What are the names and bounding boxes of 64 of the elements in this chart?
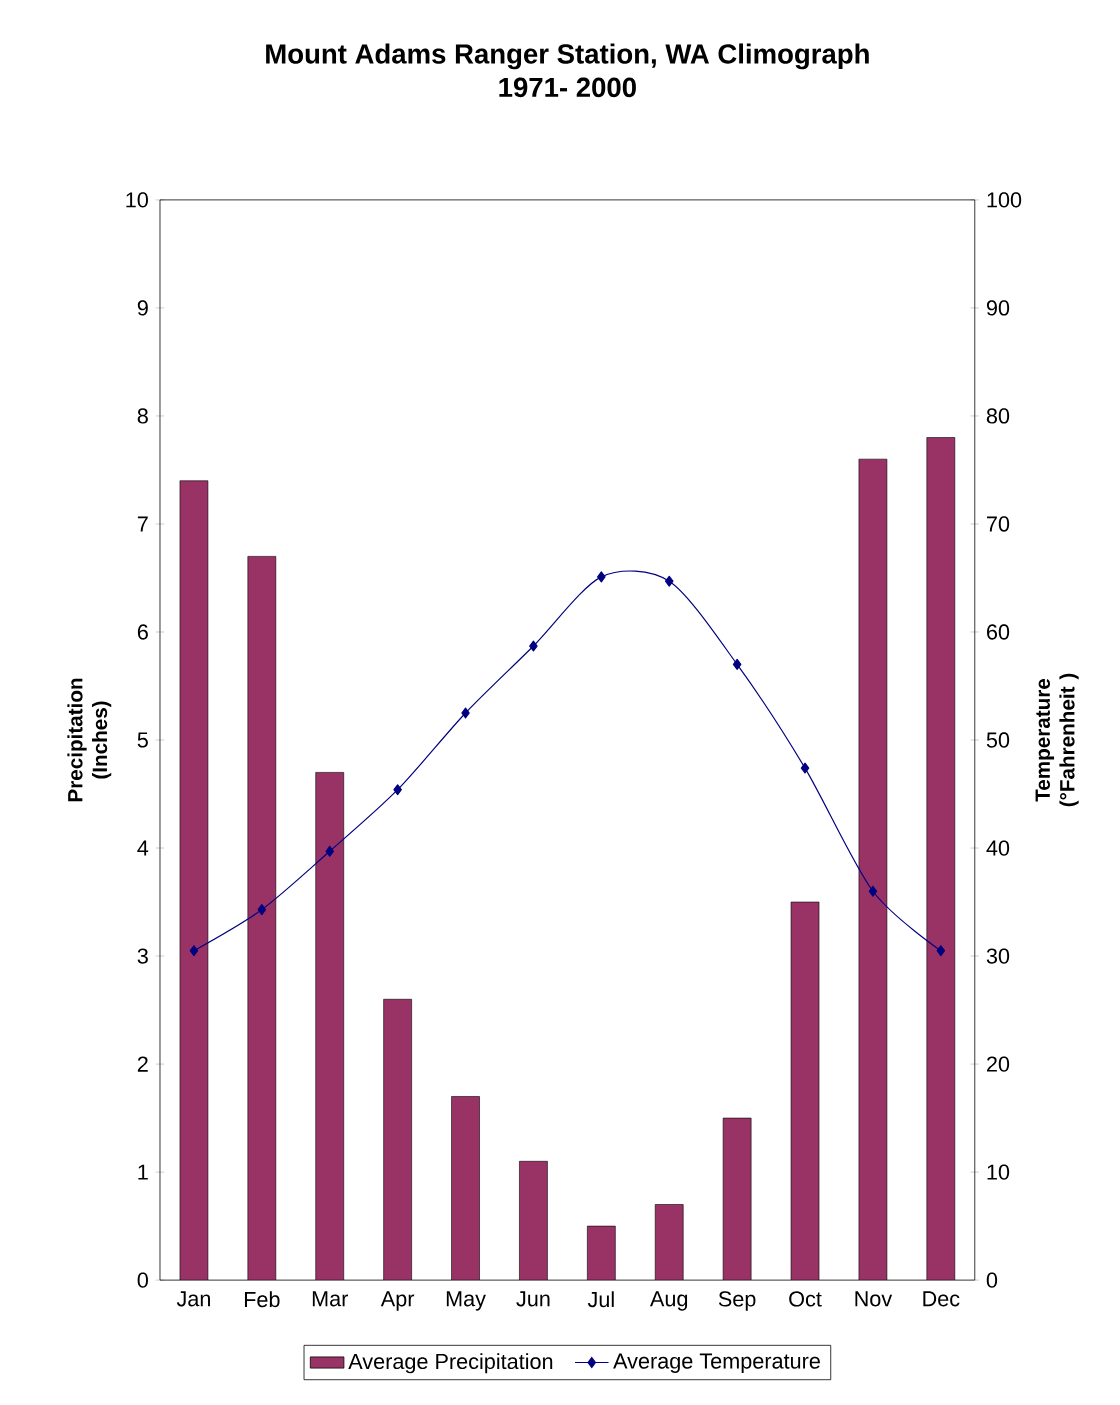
y-tick-label: 1 (138, 1164, 148, 1180)
x-tick-label: Feb (244, 1291, 280, 1308)
x-tick-label: Oct (789, 1291, 822, 1307)
y-tick-label: 5 (137, 732, 148, 748)
y-axis-title: Precipitation (Inches) (67, 678, 112, 802)
point (868, 885, 878, 897)
point (936, 945, 946, 957)
y2-tick-label: 40 (986, 840, 1010, 856)
y2-tick-label: 30 (986, 948, 1010, 964)
bar (587, 1225, 616, 1281)
point (325, 845, 335, 857)
point (732, 658, 742, 670)
point (257, 904, 267, 916)
bar (654, 1204, 684, 1281)
x-tick-label: Apr (380, 1291, 415, 1311)
legend-label: Average Precipitation (348, 1353, 553, 1374)
bar (179, 480, 209, 1281)
x-tick-label: Sep (718, 1291, 756, 1311)
x-tick-label: May (446, 1291, 486, 1311)
y-tick-label: 8 (137, 408, 148, 424)
y-tick-label: 7 (137, 516, 148, 532)
bar (383, 998, 412, 1281)
x-tick-label: Nov (855, 1291, 893, 1307)
chart-subtitle: 1971- 2000 (499, 77, 636, 98)
y-tick-label: 0 (137, 1272, 148, 1288)
bar (247, 556, 277, 1281)
chart-title: Mount Adams Ranger Station, WA Climograph (266, 43, 869, 70)
y-tick-label: 6 (137, 624, 148, 640)
x-tick-label: Jun (516, 1291, 550, 1307)
point (189, 945, 199, 957)
bar (451, 1096, 480, 1281)
point (529, 640, 538, 652)
bar (519, 1160, 548, 1281)
point (664, 575, 674, 587)
y2-tick-label: 100 (987, 192, 1022, 208)
y2-tick-label: 10 (987, 1164, 1010, 1180)
bar (858, 458, 888, 1281)
point (800, 762, 810, 774)
x-tick-label: Jan (176, 1291, 210, 1307)
bar (790, 901, 820, 1281)
point (393, 784, 402, 796)
legend-label: Average Temperature (613, 1353, 820, 1373)
bar (926, 437, 956, 1281)
y2-tick-label: 50 (986, 732, 1010, 748)
y2-tick-label: 70 (987, 516, 1010, 532)
y-tick-label: 2 (137, 1056, 148, 1072)
y2-axis-title: Temperature (°Fahrenheit ) (1035, 673, 1079, 807)
x-tick-label: Jul (587, 1291, 614, 1308)
y2-tick-label: 20 (987, 1056, 1010, 1072)
y2-tick-label: 60 (987, 624, 1010, 640)
bar (315, 772, 345, 1281)
y-tick-label: 10 (126, 192, 148, 208)
y2-tick-label: 0 (986, 1272, 998, 1288)
y-tick-label: 9 (137, 300, 148, 316)
y2-tick-label: 80 (986, 408, 1010, 424)
x-tick-label: Mar (312, 1291, 349, 1307)
x-tick-label: Dec (923, 1291, 960, 1307)
x-tick-label: Aug (650, 1291, 688, 1311)
y-tick-label: 4 (137, 840, 149, 856)
y2-tick-label: 90 (986, 300, 1010, 316)
bar (722, 1117, 752, 1281)
point (597, 571, 606, 583)
y-tick-label: 3 (137, 948, 148, 964)
point (461, 707, 470, 719)
